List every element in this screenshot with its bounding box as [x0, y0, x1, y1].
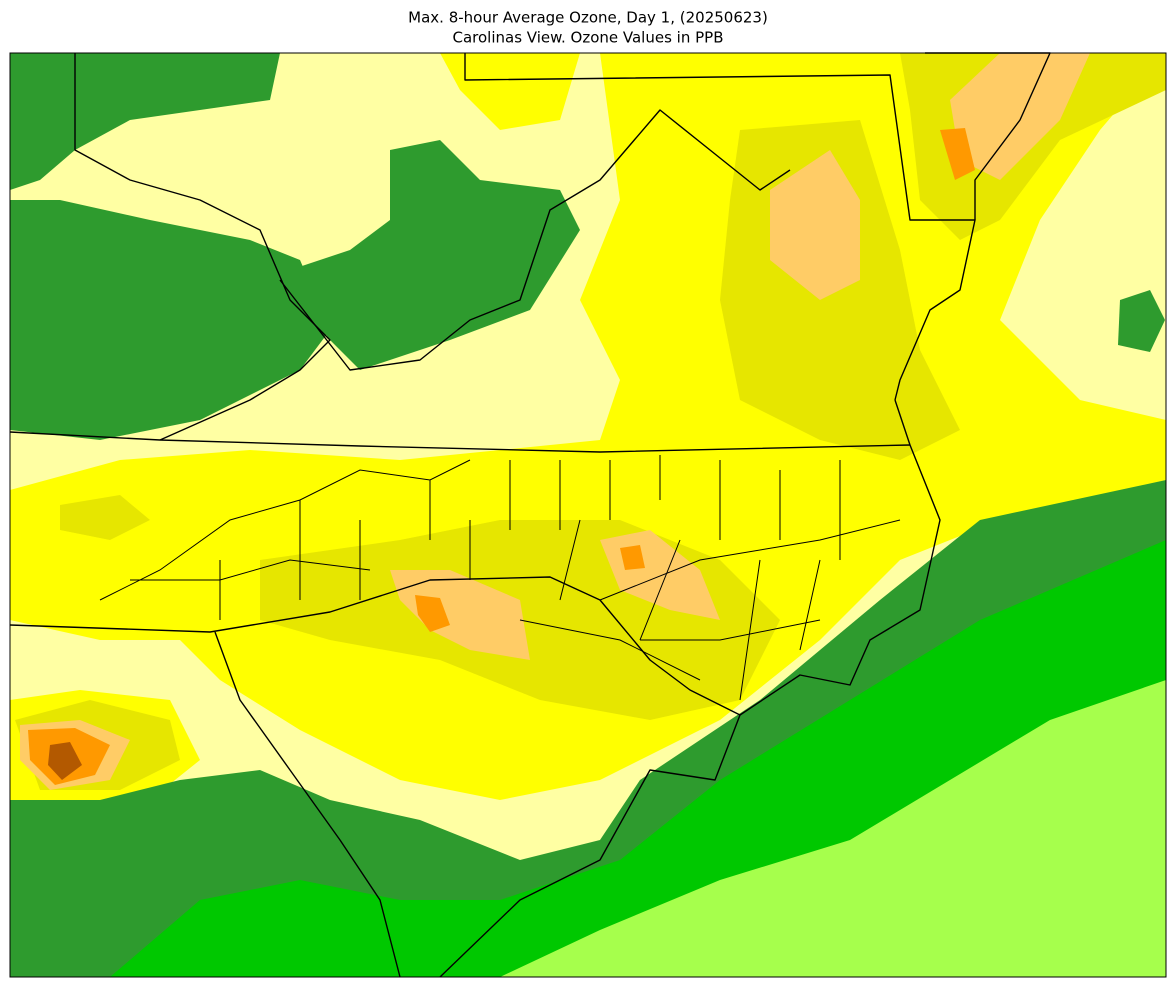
- coastline: [439, 399, 941, 978]
- brown-level: [48, 742, 82, 780]
- olive-level: [60, 495, 150, 540]
- state-border: [9, 431, 911, 453]
- tan-level: [950, 53, 1090, 180]
- map-title: Max. 8-hour Average Ozone, Day 1, (20250…: [408, 9, 768, 27]
- state-border: [74, 53, 331, 441]
- state-border: [279, 109, 791, 371]
- state-border: [214, 631, 401, 978]
- orange-level: [415, 595, 450, 632]
- orange-level: [620, 545, 645, 570]
- dark-green-level: [10, 200, 330, 440]
- map-subtitle: Carolinas View. Ozone Values in PPB: [452, 29, 723, 47]
- dark-green-level: [10, 53, 280, 190]
- yellow-level: [440, 53, 580, 130]
- county-line: [99, 455, 901, 701]
- ozone-field: [10, 53, 1166, 977]
- map-frame: [9, 52, 1167, 978]
- tan-level: [390, 570, 530, 660]
- orange-level: [940, 128, 975, 180]
- dark-green-level: [1118, 290, 1165, 352]
- boundaries: [9, 52, 1051, 978]
- tan-level: [770, 150, 860, 300]
- state-border: [9, 576, 741, 716]
- dark-green-level: [290, 140, 580, 370]
- light-green-level: [500, 680, 1166, 977]
